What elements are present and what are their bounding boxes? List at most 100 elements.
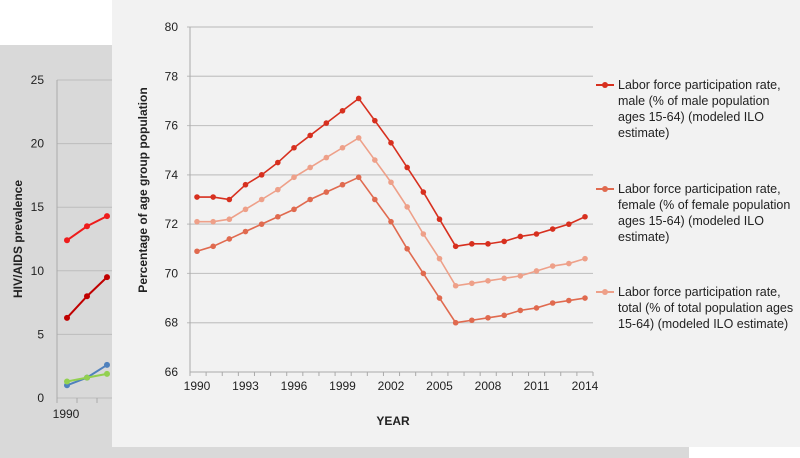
data-point-female: [323, 189, 330, 195]
y-tick-label: 68: [165, 316, 179, 330]
y-tick-label: 20: [31, 137, 45, 151]
data-point-male: [469, 241, 475, 247]
data-point-male: [275, 159, 281, 166]
x-tick-label: 2008: [475, 379, 502, 393]
x-tick-label: 1993: [232, 379, 259, 393]
data-point-male: [242, 181, 249, 188]
data-point-male: [388, 140, 394, 146]
data-point-female: [533, 305, 540, 311]
data-point-total: [388, 179, 394, 186]
y-tick-label: 5: [37, 327, 44, 341]
data-point-female: [372, 196, 378, 203]
data-point-female: [210, 243, 216, 250]
x-tick-label: 1999: [329, 379, 356, 393]
data-point-total: [210, 218, 216, 225]
data-point-male: [404, 164, 410, 171]
y-tick-label: 15: [31, 200, 45, 214]
data-point-female: [339, 181, 346, 188]
data-point-total: [452, 282, 459, 289]
data-point-female: [404, 245, 410, 252]
data-point-male: [452, 243, 459, 250]
data-point: [104, 361, 110, 368]
x-tick-label: 1996: [281, 379, 308, 393]
y-axis-title: HIV/AIDS prevalence: [11, 180, 25, 298]
data-point-male: [226, 196, 233, 203]
data-point-male: [323, 120, 330, 126]
x-tick-label: 2002: [378, 379, 405, 393]
series-line-total: [197, 136, 586, 287]
x-tick-label: 1990: [184, 379, 211, 393]
data-point-total: [339, 144, 346, 151]
x-axis-title: YEAR: [376, 414, 410, 428]
legend-label-total: Labor force participation rate, total (%…: [618, 285, 794, 331]
data-point-female: [291, 206, 297, 213]
data-point-male: [533, 231, 540, 237]
data-point-male: [258, 172, 265, 178]
data-point-total: [517, 273, 524, 279]
y-tick-label: 78: [165, 69, 179, 83]
data-point-female: [501, 312, 507, 319]
data-point: [84, 374, 90, 381]
data-point-female: [194, 248, 200, 255]
data-point-total: [226, 216, 233, 223]
data-point: [64, 314, 70, 321]
data-point: [84, 293, 90, 300]
data-point-total: [501, 275, 507, 282]
y-tick-label: 74: [165, 168, 179, 182]
data-point-total: [436, 255, 443, 262]
data-point-male: [339, 107, 346, 114]
y-tick-label: 72: [165, 217, 179, 231]
data-point-female: [436, 295, 443, 301]
data-point-female: [258, 221, 265, 227]
data-point-female: [275, 213, 281, 220]
y-tick-label: 70: [165, 266, 179, 280]
data-point: [84, 223, 90, 230]
legend-swatch-total: [596, 289, 614, 295]
data-point-female: [242, 228, 249, 235]
x-tick-label: 2011: [524, 379, 550, 393]
data-point-male: [372, 117, 378, 124]
data-point-male: [194, 194, 200, 200]
data-point-total: [307, 164, 313, 171]
data-point-total: [533, 268, 540, 274]
series-line-female: [196, 176, 586, 324]
data-point-total: [420, 231, 427, 237]
data-point-total: [242, 206, 249, 213]
legend-label-male: Labor force participation rate, male (% …: [618, 78, 781, 140]
data-point-male: [355, 95, 362, 102]
legend-item-total: Labor force participation rate, total (%…: [596, 284, 798, 332]
y-tick-label: 76: [165, 119, 179, 133]
data-point-total: [404, 204, 410, 210]
data-point-male: [501, 238, 507, 245]
data-point-total: [469, 280, 475, 287]
data-point-total: [549, 263, 556, 269]
data-point-female: [517, 307, 524, 314]
data-point-female: [452, 319, 459, 326]
data-point-total: [582, 255, 588, 262]
data-point: [104, 213, 110, 220]
data-point-total: [291, 174, 297, 181]
x-tick-label: 1990: [53, 407, 80, 421]
legend-label-female: Labor force participation rate, female (…: [618, 182, 791, 244]
data-point-male: [420, 189, 427, 195]
data-point-male: [436, 216, 443, 223]
legend-item-male: Labor force participation rate, male (% …: [596, 77, 798, 141]
data-point-female: [307, 196, 313, 203]
x-tick-label: 2014: [572, 379, 599, 393]
y-tick-label: 10: [31, 264, 45, 278]
data-point-female: [355, 174, 362, 181]
data-point-male: [307, 132, 313, 139]
data-point-female: [388, 218, 394, 225]
data-point-female: [485, 314, 491, 321]
data-point: [104, 274, 110, 281]
y-tick-label: 80: [165, 20, 179, 34]
data-point-female: [226, 236, 233, 242]
data-point: [64, 237, 70, 244]
data-point-female: [566, 297, 572, 304]
data-point-total: [372, 157, 378, 163]
legend-item-female: Labor force participation rate, female (…: [596, 181, 798, 245]
data-point-total: [323, 154, 330, 161]
data-point-male: [210, 194, 216, 200]
